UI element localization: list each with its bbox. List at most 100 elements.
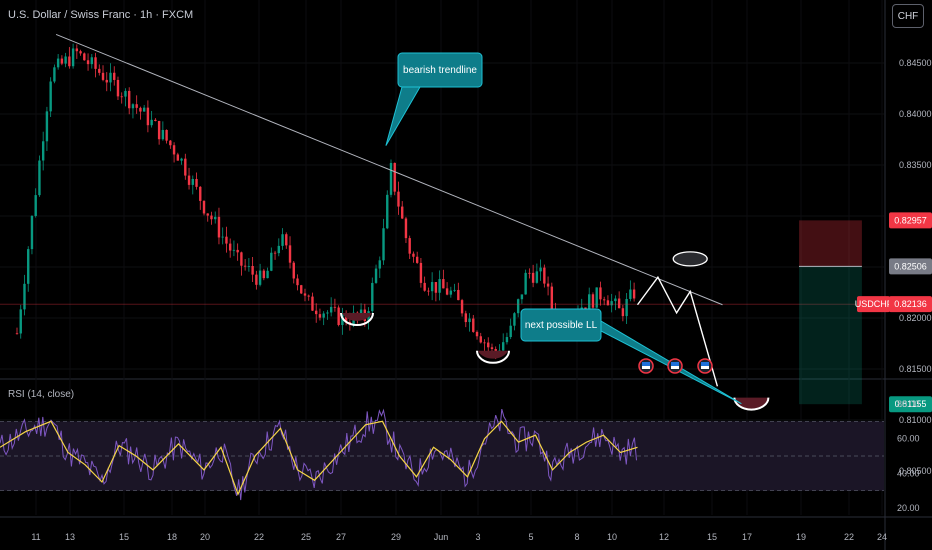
candle-body (228, 243, 232, 251)
candle-body (505, 337, 509, 343)
candle-body (543, 267, 546, 284)
candle-body (329, 306, 333, 313)
candle-body (516, 299, 520, 314)
candle-body (150, 119, 153, 126)
currency-button[interactable]: CHF (892, 4, 924, 28)
candle-body (494, 349, 497, 352)
candle-body (614, 298, 617, 302)
candle-body (460, 300, 464, 314)
event-flag-icon (642, 366, 650, 369)
candle-body (154, 119, 157, 121)
rsi-tick-label: 40.00 (897, 468, 920, 478)
price-tick-label: 0.81000 (899, 415, 932, 425)
price-label-tag (889, 258, 932, 275)
candle-body (415, 256, 419, 263)
time-tick-label: 20 (200, 532, 210, 542)
candle-body (116, 79, 120, 97)
candle-body (15, 333, 19, 335)
candle-body (617, 298, 621, 309)
candle-body (479, 336, 482, 343)
time-tick-label: 22 (254, 532, 264, 542)
candle-body (109, 72, 112, 83)
price-label-0.81155: 0.81155 (895, 399, 927, 409)
swing-low-arc (340, 312, 374, 327)
price-label-tag (889, 296, 932, 313)
price-tick-label: 0.81500 (899, 364, 932, 374)
candle-body (389, 162, 393, 195)
candle-body (528, 272, 531, 274)
candle-body (255, 274, 258, 285)
candle-body (45, 111, 49, 142)
candle-body (71, 48, 75, 67)
candle-body (307, 295, 310, 297)
callout-next-possible-ll: next possible LL (525, 320, 598, 331)
candle-body (53, 67, 56, 82)
candle-body (625, 298, 628, 317)
candle-body (195, 178, 198, 187)
candle-body (326, 312, 329, 314)
candle-body (401, 206, 404, 219)
time-tick-label: 19 (796, 532, 806, 542)
candle-body (38, 160, 41, 196)
candle-body (288, 245, 292, 263)
candle-body (206, 213, 209, 216)
candle-body (49, 81, 52, 112)
candle-body (599, 287, 602, 300)
candle-body (202, 200, 206, 214)
time-tick-label: 27 (336, 532, 346, 542)
candle-body (139, 107, 142, 112)
price-tick-label: 0.82000 (899, 313, 932, 323)
candle-body (120, 96, 123, 98)
candle-body (105, 79, 108, 83)
candle-body (550, 286, 554, 312)
candle-body (509, 325, 512, 338)
candle-body (393, 162, 396, 192)
time-tick-label: 3 (475, 532, 480, 542)
candle-body (232, 249, 236, 251)
candle-body (68, 56, 71, 67)
rsi-ma-line (0, 420, 638, 496)
time-tick-label: 8 (574, 532, 579, 542)
candle-body (75, 48, 79, 52)
candle-body (23, 283, 26, 310)
candle-body (236, 249, 239, 253)
candle-body (457, 289, 460, 301)
callout-pointer (385, 86, 421, 146)
time-tick-label: 17 (742, 532, 752, 542)
candle-body (322, 313, 325, 318)
candle-body (101, 72, 105, 80)
candle-body (292, 262, 295, 279)
candle-body (146, 107, 150, 126)
candle-body (475, 331, 479, 337)
bearish-trendline (55, 33, 723, 306)
candle-body (408, 238, 411, 254)
price-tick-label: 0.84000 (899, 109, 932, 119)
candle-body (490, 347, 494, 350)
candle-body (30, 215, 34, 250)
rsi-title: RSI (14, close) (8, 389, 75, 400)
time-tick-label: 5 (528, 532, 533, 542)
candle-body (64, 56, 67, 64)
candle-body (386, 194, 389, 229)
price-label-tag (857, 296, 890, 313)
time-tick-label: 13 (65, 532, 75, 542)
candle-body (427, 290, 430, 292)
candle-body (449, 290, 453, 295)
price-label-0.82957: 0.82957 (894, 215, 927, 225)
candle-body (453, 289, 456, 291)
candle-body (333, 306, 337, 308)
callout-bearish-trendline: bearish trendline (403, 65, 477, 76)
time-tick-label: 10 (607, 532, 617, 542)
candle-body (359, 309, 363, 317)
candle-body (161, 129, 165, 140)
candle-body (445, 288, 449, 295)
candle-body (464, 313, 467, 323)
candle-body (94, 57, 97, 69)
candle-body (404, 218, 408, 239)
candle-body (56, 58, 60, 68)
candle-body (79, 51, 82, 54)
candle-body (344, 313, 348, 323)
candle-body (172, 145, 176, 155)
candle-body (128, 90, 131, 109)
